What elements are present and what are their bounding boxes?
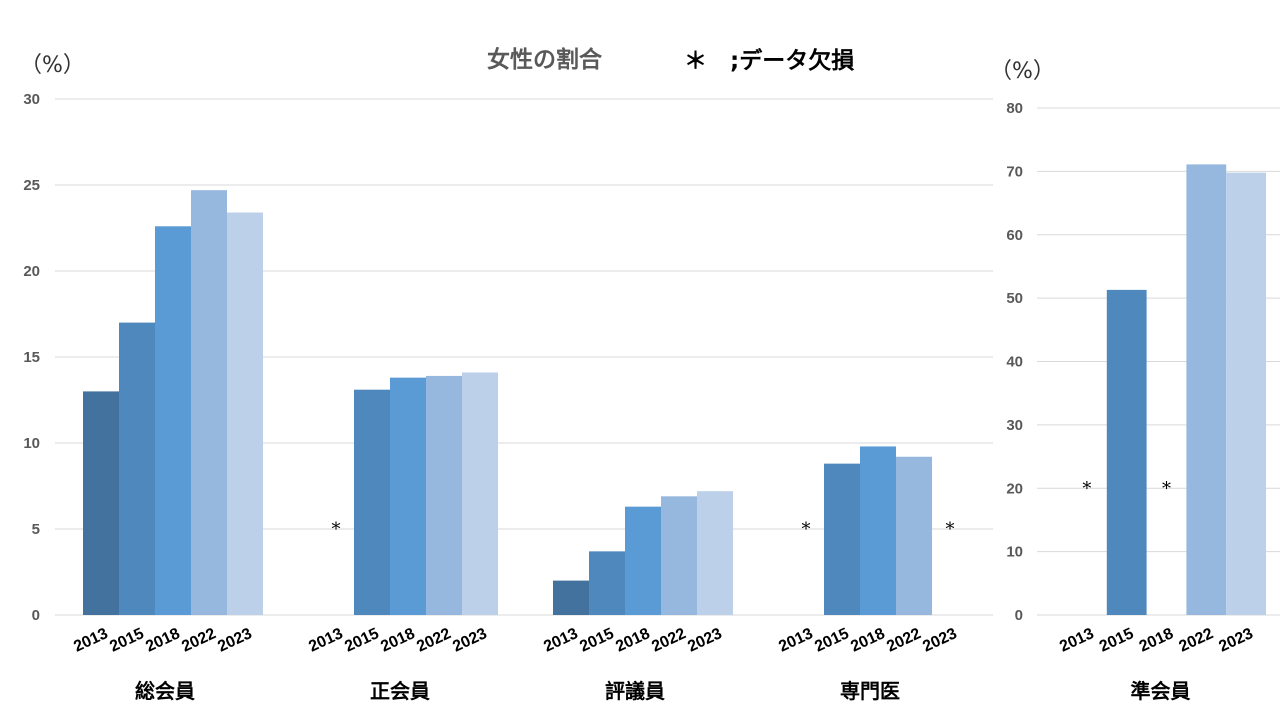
bar-2018 — [155, 226, 191, 615]
bar-2023 — [1226, 172, 1266, 615]
bar-2022 — [1186, 164, 1227, 615]
bar-2022 — [896, 456, 932, 615]
y-tick-label: 70 — [1006, 163, 1023, 180]
missing-data-marker: * — [1082, 478, 1091, 499]
x-year-label: 2023 — [920, 625, 960, 655]
x-year-label: 2015 — [577, 625, 617, 655]
right-y-unit: （%） — [990, 59, 1055, 84]
y-tick-label: 40 — [1006, 354, 1023, 371]
bar-2022 — [191, 190, 227, 615]
y-tick-label: 5 — [32, 521, 40, 538]
left-chart: 05101520253020132015201820222023総会員*2013… — [23, 91, 993, 703]
x-year-label: 2018 — [378, 625, 418, 655]
category-label: 正会員 — [370, 679, 430, 703]
x-year-label: 2015 — [1097, 625, 1137, 655]
bar-2023 — [462, 372, 498, 615]
x-year-label: 2023 — [215, 625, 255, 655]
bar-2015 — [824, 463, 860, 615]
x-year-label: 2022 — [1177, 625, 1217, 655]
x-year-label: 2023 — [685, 625, 725, 655]
y-tick-label: 60 — [1006, 227, 1023, 244]
x-year-label: 2023 — [450, 625, 490, 655]
bar-2023 — [227, 212, 263, 615]
missing-data-marker: * — [946, 519, 955, 540]
missing-data-marker: * — [1162, 478, 1171, 499]
category-label: 専門医 — [840, 679, 900, 703]
category-label: 準会員 — [1131, 679, 1191, 703]
y-tick-label: 30 — [23, 91, 40, 108]
category-label: 総会員 — [135, 679, 195, 703]
x-year-label: 2015 — [812, 625, 852, 655]
left-y-unit: （%） — [20, 53, 85, 78]
x-year-label: 2022 — [414, 625, 454, 655]
y-tick-label: 10 — [1006, 544, 1023, 561]
bar-2015 — [119, 322, 155, 615]
bar-2018 — [625, 506, 661, 615]
y-tick-label: 0 — [32, 607, 40, 624]
missing-data-note: ＊ ;データ欠損 — [684, 47, 854, 74]
bar-2013 — [553, 580, 589, 615]
x-year-label: 2013 — [776, 625, 816, 655]
x-year-label: 2013 — [541, 625, 581, 655]
bar-2018 — [860, 446, 896, 615]
x-year-label: 2022 — [179, 625, 219, 655]
bar-2022 — [661, 496, 697, 615]
x-year-label: 2018 — [1137, 625, 1177, 655]
x-year-label: 2015 — [342, 625, 382, 655]
chart-title: 女性の割合 — [487, 46, 603, 73]
x-year-label: 2013 — [306, 625, 346, 655]
y-tick-label: 30 — [1006, 417, 1023, 434]
x-year-label: 2023 — [1216, 625, 1256, 655]
x-year-label: 2018 — [613, 625, 653, 655]
bar-2015 — [589, 551, 625, 615]
bar-2015 — [354, 389, 390, 615]
bar-2013 — [83, 391, 119, 615]
x-year-label: 2018 — [848, 625, 888, 655]
missing-data-marker: * — [332, 519, 341, 540]
y-tick-label: 10 — [23, 435, 40, 452]
right-chart: 0 10 20 30 40 50 60 70 80 * 2013 2015 * 2018 2022 2023 準… — [1006, 100, 1280, 703]
bar-2023 — [697, 491, 733, 615]
x-year-label: 2018 — [143, 625, 183, 655]
category-label: 評議員 — [605, 679, 665, 703]
x-year-label: 2013 — [71, 625, 111, 655]
x-year-label: 2022 — [884, 625, 924, 655]
y-tick-label: 25 — [23, 177, 40, 194]
y-tick-label: 80 — [1006, 100, 1023, 117]
y-tick-label: 50 — [1006, 290, 1023, 307]
bar-2022 — [426, 375, 462, 615]
missing-data-marker: * — [802, 519, 811, 540]
x-year-label: 2015 — [107, 625, 147, 655]
bar-2015 — [1106, 289, 1147, 615]
x-year-label: 2013 — [1057, 625, 1097, 655]
y-tick-label: 20 — [1006, 480, 1023, 497]
x-year-label: 2022 — [649, 625, 689, 655]
y-tick-label: 20 — [23, 263, 40, 280]
bar-2018 — [390, 377, 426, 615]
y-tick-label: 15 — [23, 349, 40, 366]
y-tick-label: 0 — [1015, 607, 1023, 624]
